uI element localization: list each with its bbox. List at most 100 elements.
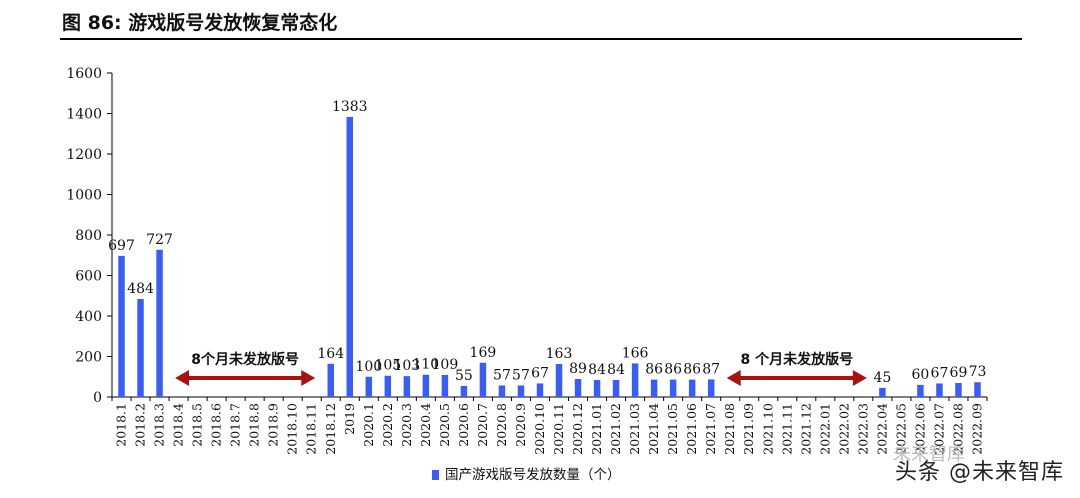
data-label: 484: [127, 281, 154, 297]
data-label: 73: [969, 364, 987, 380]
bar: [555, 363, 563, 397]
data-label: 1383: [332, 99, 368, 115]
y-tick-label: 1000: [66, 188, 102, 204]
bar: [156, 249, 163, 397]
bar: [707, 379, 715, 397]
x-tick-label: 2021.02: [608, 403, 623, 455]
x-tick-label: 2020.3: [399, 403, 414, 447]
x-tick-label: 2022.04: [874, 403, 889, 455]
y-tick-label: 800: [75, 228, 102, 244]
bar: [517, 385, 525, 397]
x-tick-label: 2021.07: [703, 403, 718, 455]
x-tick-label: 2022.01: [817, 403, 832, 455]
x-tick-label: 2022.06: [912, 403, 927, 455]
x-tick-label: 2021.11: [779, 403, 794, 455]
data-label: 109: [432, 357, 459, 373]
data-label: 87: [702, 361, 720, 377]
bar: [498, 385, 506, 397]
bar: [631, 363, 639, 397]
data-label: 60: [912, 367, 930, 383]
data-label: 727: [146, 232, 173, 248]
x-tick-label: 2018.3: [152, 403, 167, 447]
data-label: 67: [531, 365, 549, 381]
bar: [460, 385, 468, 397]
data-label: 57: [493, 367, 511, 383]
data-label: 169: [470, 345, 497, 361]
data-label: 105: [374, 358, 401, 374]
x-tick-label: 2021.05: [665, 403, 680, 455]
bar: [650, 379, 658, 397]
y-tick-label: 200: [75, 350, 102, 366]
x-tick-label: 2021.08: [722, 403, 737, 455]
x-tick-label: 2018.4: [171, 403, 186, 447]
bar: [917, 384, 924, 397]
data-label: 69: [950, 365, 968, 381]
bar: [688, 379, 696, 397]
bar: [669, 379, 677, 397]
x-tick-label: 2021.04: [646, 403, 661, 455]
data-label: 86: [664, 362, 682, 378]
x-tick-label: 2018.8: [247, 403, 262, 447]
bar: [422, 374, 430, 397]
x-tick-label: 2020.10: [532, 403, 547, 455]
watermark-faint: 未来智库: [893, 444, 965, 465]
x-tick-label: 2021.03: [627, 403, 642, 455]
watermark: 头条 @未来智库: [895, 460, 1064, 485]
x-tick-label: 2020.2: [380, 403, 395, 447]
x-tick-label: 2020.8: [494, 403, 509, 447]
bar: [137, 298, 144, 397]
y-tick-label: 1200: [66, 147, 102, 163]
bar: [441, 374, 449, 397]
x-tick-label: 2022.03: [855, 403, 870, 455]
x-tick-label: 2020.9: [513, 403, 528, 447]
data-label: 166: [622, 345, 649, 361]
x-tick-label: 2022.07: [931, 403, 946, 455]
data-label: 163: [546, 346, 573, 362]
x-tick-label: 2020.1: [361, 403, 376, 447]
x-tick-label: 2018.12: [323, 403, 338, 455]
bar: [936, 383, 943, 397]
bar: [536, 383, 544, 397]
x-tick-label: 2020.11: [551, 403, 566, 455]
data-label: 86: [683, 362, 701, 378]
x-tick-label: 2021.06: [684, 403, 699, 455]
x-tick-label: 2021.10: [760, 403, 775, 455]
data-label: 67: [931, 365, 949, 381]
bar: [384, 375, 392, 397]
x-tick-label: 2022.08: [950, 403, 965, 455]
bar: [346, 116, 354, 397]
x-tick-label: 2018.11: [304, 403, 319, 455]
data-label: 86: [645, 362, 663, 378]
x-tick-label: 2018.1: [114, 403, 129, 447]
x-tick-label: 2019: [342, 403, 357, 435]
x-tick-label: 2022.02: [836, 403, 851, 455]
bar: [403, 376, 411, 397]
x-tick-label: 2018.2: [133, 403, 148, 447]
data-label: 84: [588, 362, 606, 378]
bar: [327, 363, 334, 397]
bar: [612, 379, 620, 397]
legend-label: 国产游戏版号发放数量（个）: [445, 467, 621, 483]
y-tick-label: 0: [93, 390, 102, 406]
y-tick-label: 1400: [66, 107, 102, 123]
x-tick-label: 2018.10: [285, 403, 300, 455]
bar: [365, 376, 373, 397]
legend-swatch: [432, 470, 439, 480]
data-label: 697: [108, 238, 135, 254]
no-issuance-arrow: [726, 370, 867, 386]
x-tick-label: 2022.09: [969, 403, 984, 455]
x-tick-label: 2018.6: [209, 403, 224, 447]
annotation-label: 8 个月未发放版号: [740, 351, 853, 368]
bar: [879, 387, 886, 397]
x-tick-label: 2018.7: [228, 403, 243, 447]
data-label: 55: [455, 368, 473, 384]
x-tick-label: 2018.9: [266, 403, 281, 447]
x-tick-label: 2020.7: [475, 403, 490, 447]
data-label: 103: [393, 358, 420, 374]
no-issuance-arrow: [175, 370, 316, 386]
data-label: 89: [569, 361, 587, 377]
bar: [574, 378, 582, 397]
data-label: 100: [355, 359, 382, 375]
data-label: 57: [512, 367, 530, 383]
